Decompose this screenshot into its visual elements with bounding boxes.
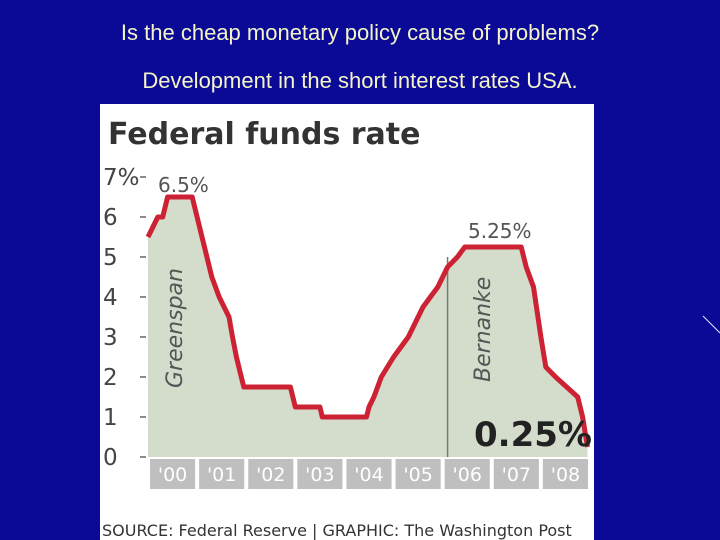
y-tick-label: 3 bbox=[103, 325, 118, 351]
y-tick-label: 6 bbox=[103, 205, 118, 231]
x-tick-box bbox=[542, 459, 588, 489]
x-tick-box bbox=[297, 459, 343, 489]
y-tick-label: 4 bbox=[103, 285, 118, 311]
x-tick-box bbox=[395, 459, 441, 489]
rate-area-fill bbox=[148, 197, 588, 457]
x-tick-label: '03 bbox=[305, 464, 334, 486]
x-tick-label: '08 bbox=[551, 464, 580, 486]
x-tick-box bbox=[199, 459, 245, 489]
y-axis-ticks: 7% 6 5 4 3 2 1 0 bbox=[103, 165, 146, 471]
annotation-peak-2006: 5.25% bbox=[468, 219, 532, 243]
y-tick-label: 7% bbox=[103, 165, 140, 191]
chart-source: SOURCE: Federal Reserve | GRAPHIC: The W… bbox=[102, 521, 572, 540]
y-tick-label: 5 bbox=[103, 245, 118, 271]
x-tick-label: '04 bbox=[354, 464, 383, 486]
x-tick-box bbox=[346, 459, 392, 489]
slide-title-line1: Is the cheap monetary policy cause of pr… bbox=[120, 20, 600, 45]
x-tick-box bbox=[150, 459, 196, 489]
x-tick-box bbox=[444, 459, 490, 489]
chart-svg: Federal funds rate 7% 6 5 4 3 2 1 0 6.5% 5.25% 0.… bbox=[100, 104, 594, 540]
plot-area: 6.5% 5.25% 0.25% Greenspan Bernanke bbox=[145, 173, 592, 457]
slide-title-line2: Development in the short interest rates … bbox=[142, 68, 578, 93]
chart-title: Federal funds rate bbox=[108, 117, 420, 152]
era-label-greenspan: Greenspan bbox=[163, 268, 188, 388]
y-tick-label: 0 bbox=[103, 445, 118, 471]
annotation-final-value: 0.25% bbox=[474, 415, 592, 455]
y-tick-label: 2 bbox=[103, 365, 118, 391]
x-tick-label: '07 bbox=[502, 464, 531, 486]
y-tick-label: 1 bbox=[103, 405, 118, 431]
x-tick-label: '01 bbox=[207, 464, 236, 486]
federal-funds-chart: Federal funds rate 7% 6 5 4 3 2 1 0 6.5% 5.25% 0.… bbox=[100, 104, 594, 540]
x-tick-label: '05 bbox=[403, 464, 432, 486]
x-tick-box bbox=[248, 459, 294, 489]
x-tick-label: '00 bbox=[158, 464, 187, 486]
x-tick-box bbox=[493, 459, 539, 489]
x-tick-label: '06 bbox=[453, 464, 482, 486]
x-tick-label: '02 bbox=[256, 464, 285, 486]
x-axis-ticks: '00 '01 '02 '03 '04 '05 '06 '07 '08 bbox=[150, 459, 588, 489]
era-label-bernanke: Bernanke bbox=[471, 277, 496, 382]
annotation-peak-2000: 6.5% bbox=[158, 173, 209, 197]
